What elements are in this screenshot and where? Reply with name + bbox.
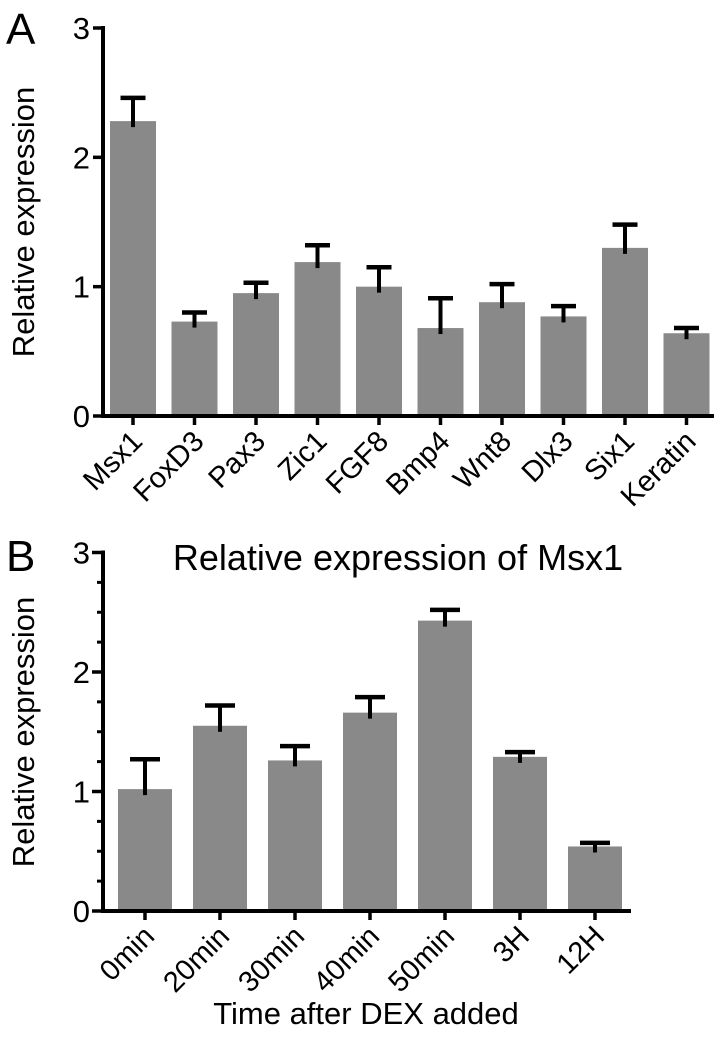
y-tick-label: 0 [73, 399, 90, 434]
panel-b-chart: B Relative expression of Msx1 Relative e… [6, 532, 631, 1031]
x-category-label: FoxD3 [127, 425, 210, 508]
panel-a-y-axis-title: Relative expression [6, 87, 41, 358]
x-category-label: 0min [94, 920, 161, 987]
bar-bmp4 [417, 328, 464, 416]
y-tick-label: 0 [73, 894, 90, 929]
bar-30min [268, 760, 322, 911]
y-tick-label: 2 [73, 140, 90, 175]
x-category-label: 20min [157, 920, 235, 998]
y-tick-label: 1 [73, 775, 90, 810]
panel-b-y-axis-title: Relative expression [6, 597, 41, 868]
bar-12h [568, 846, 622, 911]
bar-foxd3 [171, 321, 218, 416]
x-category-label: FGF8 [320, 425, 395, 500]
bar-wnt8 [479, 302, 525, 416]
bar-six1 [602, 247, 648, 416]
panel-b-label: B [6, 532, 35, 581]
bar-3h [493, 756, 547, 911]
x-category-label: 40min [307, 920, 385, 998]
bar-50min [418, 620, 472, 911]
x-category-label: Dlx3 [516, 425, 580, 489]
x-category-label: 50min [382, 920, 460, 998]
y-tick-label: 2 [73, 655, 90, 690]
x-category-label: Wnt8 [447, 425, 517, 495]
bar-msx1 [110, 121, 156, 417]
bar-20min [193, 725, 247, 911]
bar-0min [118, 789, 172, 911]
x-category-label: 30min [232, 920, 310, 998]
panel-b-x-axis-title: Time after DEX added [213, 996, 519, 1031]
bar-pax3 [233, 293, 279, 416]
x-category-label: Pax3 [203, 425, 272, 494]
panel-a-label: A [6, 5, 36, 54]
panel-b-title: Relative expression of Msx1 [173, 537, 623, 578]
bar-zic1 [294, 262, 341, 416]
bar-40min [343, 712, 397, 911]
y-tick-label: 3 [73, 536, 90, 571]
x-category-label: 12H [551, 920, 611, 980]
y-tick-label: 3 [73, 11, 90, 46]
x-category-label: Bmp4 [380, 425, 456, 501]
x-category-label: 3H [487, 920, 536, 969]
bar-fgf8 [356, 286, 402, 416]
bar-keratin [663, 333, 710, 416]
bar-dlx3 [540, 316, 587, 416]
y-tick-label: 1 [73, 270, 90, 305]
